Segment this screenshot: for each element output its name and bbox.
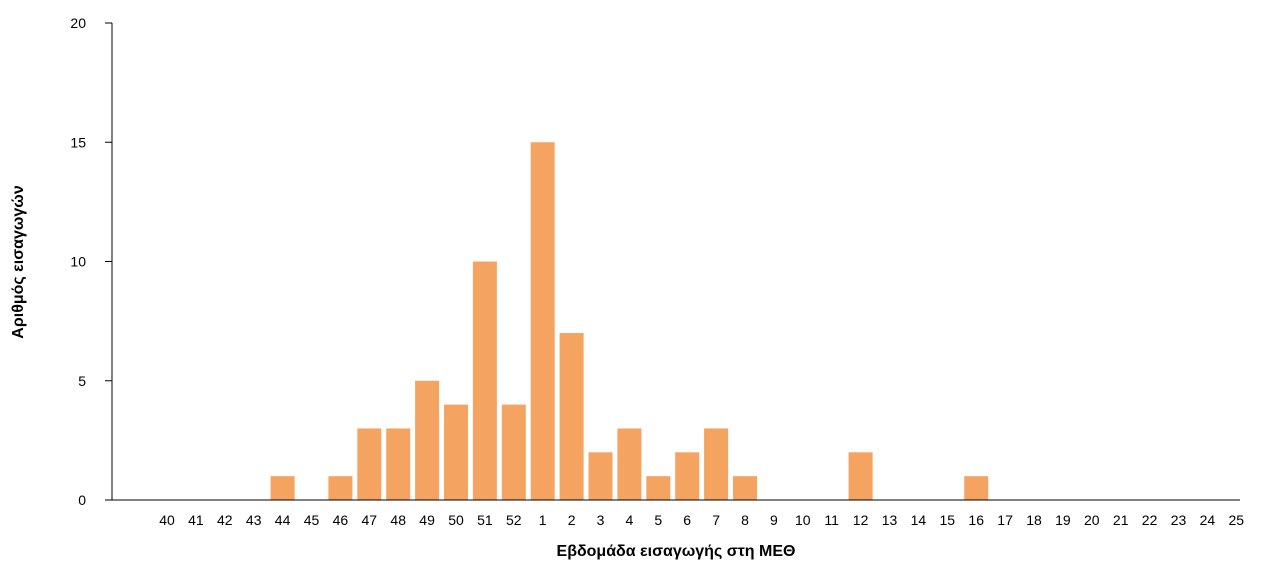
bar-week-5 [646, 476, 671, 500]
x-tick-label: 50 [448, 512, 464, 528]
x-tick-label: 6 [683, 512, 691, 528]
bar-week-44 [270, 476, 295, 500]
y-axis-ticks: 0 5 10 15 20 [70, 15, 112, 508]
bar-week-7 [704, 428, 729, 500]
x-tick-label: 4 [626, 512, 634, 528]
x-tick-label: 17 [997, 512, 1013, 528]
bar-week-49 [415, 380, 440, 500]
bar-week-46 [328, 476, 353, 500]
bar-week-1 [530, 142, 555, 500]
x-tick-label: 18 [1026, 512, 1042, 528]
x-tick-label: 40 [159, 512, 175, 528]
x-tick-label: 44 [275, 512, 291, 528]
x-tick-label: 10 [795, 512, 811, 528]
x-tick-label: 45 [304, 512, 320, 528]
x-tick-label: 9 [770, 512, 778, 528]
x-axis-ticks: 40 41 42 43 44 45 46 47 48 49 50 51 52 1 2 3 4 5 6 7 8 9 10 11 1… [159, 512, 1244, 528]
x-tick-label: 21 [1113, 512, 1129, 528]
x-tick-label: 1 [539, 512, 547, 528]
x-tick-label: 23 [1171, 512, 1187, 528]
bar-week-12 [848, 452, 873, 500]
x-tick-label: 7 [712, 512, 720, 528]
bar-week-3 [588, 452, 613, 500]
x-tick-label: 22 [1142, 512, 1158, 528]
x-tick-label: 48 [390, 512, 406, 528]
x-tick-label: 14 [911, 512, 927, 528]
x-tick-label: 51 [477, 512, 493, 528]
x-tick-label: 13 [882, 512, 898, 528]
x-tick-label: 8 [741, 512, 749, 528]
bar-week-50 [444, 404, 468, 500]
x-tick-label: 49 [419, 512, 435, 528]
y-axis-title: Αριθμός εισαγωγών [10, 185, 27, 339]
x-tick-label: 46 [333, 512, 349, 528]
x-tick-label: 24 [1200, 512, 1216, 528]
x-tick-label: 11 [824, 512, 839, 528]
bar-week-51 [472, 261, 497, 500]
x-tick-label: 25 [1229, 512, 1245, 528]
y-tick-label: 20 [70, 15, 86, 31]
x-tick-label: 47 [362, 512, 378, 528]
x-tick-label: 5 [654, 512, 662, 528]
x-tick-label: 2 [568, 512, 576, 528]
y-tick-label: 10 [70, 254, 86, 270]
bars-group [270, 142, 989, 500]
bar-week-2 [559, 333, 584, 500]
bar-week-47 [357, 428, 382, 500]
bar-week-52 [501, 404, 526, 500]
bar-week-6 [675, 452, 700, 500]
x-axis-title: Εβδομάδα εισαγωγής στη ΜΕΘ [557, 543, 796, 560]
x-tick-label: 19 [1055, 512, 1071, 528]
x-tick-label: 52 [506, 512, 522, 528]
x-tick-label: 43 [246, 512, 262, 528]
y-tick-label: 5 [78, 373, 86, 389]
x-tick-label: 12 [853, 512, 869, 528]
x-tick-label: 16 [968, 512, 984, 528]
x-tick-label: 20 [1084, 512, 1100, 528]
x-tick-label: 3 [597, 512, 605, 528]
bar-week-48 [386, 428, 411, 500]
bar-week-16 [964, 476, 989, 500]
y-tick-label: 15 [70, 134, 86, 150]
bar-week-4 [617, 428, 642, 500]
x-tick-label: 41 [188, 512, 204, 528]
x-tick-label: 15 [940, 512, 956, 528]
y-tick-label: 0 [78, 492, 86, 508]
bar-week-8 [733, 476, 757, 500]
x-tick-label: 42 [217, 512, 233, 528]
